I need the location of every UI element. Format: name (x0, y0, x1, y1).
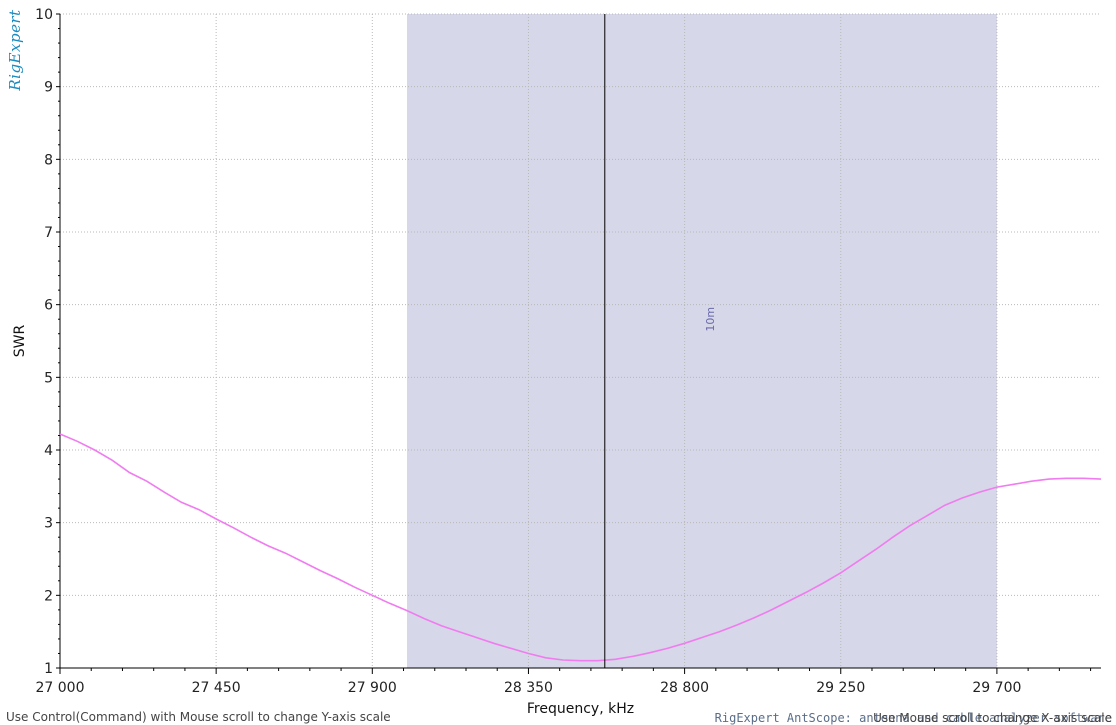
y-tick-label: 5 (44, 370, 53, 386)
x-tick-label: 28 800 (660, 680, 709, 696)
x-tick-label: 28 350 (504, 680, 553, 696)
y-tick-label: 1 (44, 661, 53, 677)
band-10m-region (407, 14, 997, 668)
y-tick-label: 2 (44, 588, 53, 604)
y-tick-label: 6 (44, 298, 53, 314)
y-axis-label: SWR (12, 325, 28, 358)
x-tick-label: 29 700 (972, 680, 1021, 696)
y-tick-label: 3 (44, 516, 53, 532)
y-tick-label: 4 (44, 443, 53, 459)
status-software-title: RigExpert AntScope: antenna and cable an… (715, 711, 1112, 725)
swr-series-line (59, 433, 1102, 662)
x-tick-label: 29 250 (816, 680, 865, 696)
x-tick-label: 27 000 (36, 680, 85, 696)
status-hint-y-scroll: Use Control(Command) with Mouse scroll t… (6, 710, 391, 724)
x-tick-label: 27 450 (192, 680, 241, 696)
y-tick-label: 7 (44, 225, 53, 241)
x-axis-label: Frequency, kHz (527, 701, 634, 717)
band-label: 10m (704, 307, 717, 332)
y-tick-label: 8 (44, 152, 53, 168)
y-tick-label: 9 (44, 80, 53, 96)
status-software-name: RigExpert AntScope: antenna and cable an… (714, 711, 1112, 725)
status-hint-x-scroll: Use Mouse scroll to change X-axis scale (873, 711, 1112, 725)
y-tick-label: 10 (35, 7, 53, 23)
x-tick-label: 27 900 (348, 680, 397, 696)
